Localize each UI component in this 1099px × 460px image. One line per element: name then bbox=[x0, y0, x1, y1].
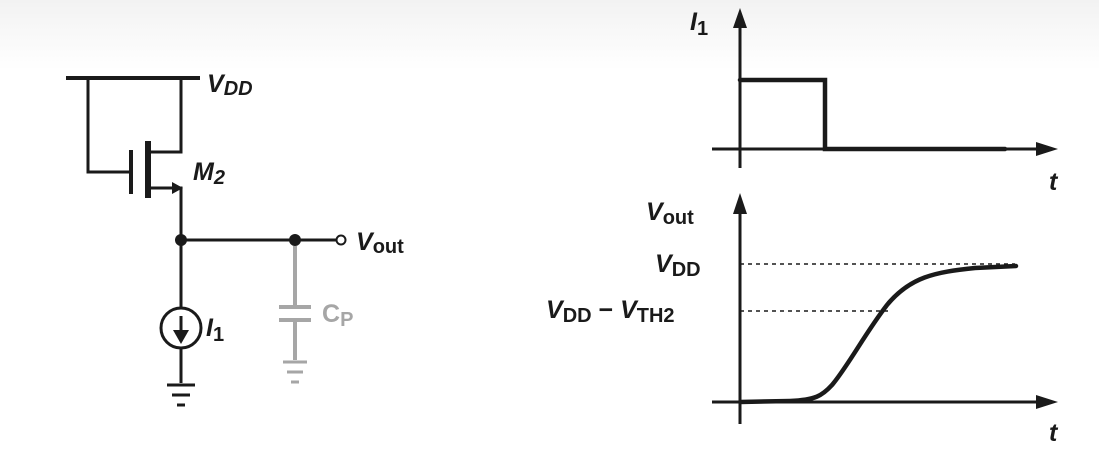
vdd-minus-vth-label: VDD − VTH2 bbox=[546, 296, 675, 327]
current-waveform-plot: I1 t bbox=[690, 8, 1059, 196]
gate-connection-wire bbox=[86, 78, 130, 174]
current-arrow-icon bbox=[173, 330, 189, 344]
x-axis-arrow-icon bbox=[1036, 142, 1058, 156]
y-axis-arrow-icon bbox=[733, 8, 747, 28]
vdd-label: VDD bbox=[207, 70, 253, 100]
vout-axis-label: Vout bbox=[646, 198, 694, 229]
node-dot bbox=[289, 234, 301, 246]
t-axis-label: t bbox=[1049, 419, 1059, 447]
m2-label: M2 bbox=[193, 158, 225, 189]
output-terminal bbox=[335, 234, 347, 246]
t-axis-label: t bbox=[1049, 168, 1059, 196]
x-axis-arrow-icon bbox=[1036, 395, 1058, 409]
i1-waveform bbox=[737, 77, 1008, 152]
source-wire bbox=[150, 186, 183, 240]
parasitic-capacitor bbox=[279, 246, 311, 360]
transistor-m2 bbox=[129, 141, 183, 240]
output-voltage-plot: Vout VDD VDD − VTH2 t bbox=[546, 193, 1059, 447]
source-arrow-icon bbox=[172, 182, 183, 194]
i1-label: I1 bbox=[206, 314, 224, 346]
ground-icon bbox=[283, 360, 307, 384]
i1-axis-label: I1 bbox=[690, 8, 708, 40]
ground-icon bbox=[167, 383, 195, 407]
y-axis-arrow-icon bbox=[733, 193, 747, 214]
circuit-schematic: VDD M2 Vout I1 bbox=[66, 70, 404, 407]
drain-connection-wire bbox=[150, 78, 183, 154]
cp-label: CP bbox=[322, 300, 353, 331]
vout-label: Vout bbox=[356, 228, 404, 258]
vout-waveform bbox=[737, 263, 1019, 405]
vdd-level-label: VDD bbox=[655, 250, 701, 281]
